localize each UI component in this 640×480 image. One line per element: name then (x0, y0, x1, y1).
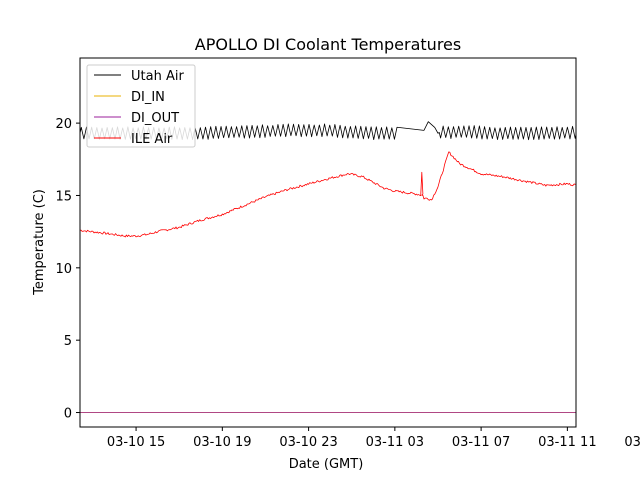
y-axis: 0 5 10 15 20 (55, 117, 80, 422)
chart-title: APOLLO DI Coolant Temperatures (195, 35, 461, 54)
x-tick-label: 03-10 19 (193, 435, 251, 450)
y-axis-label: Temperature (C) (32, 189, 47, 296)
x-axis: 03-10 15 03-10 19 03-10 23 03-11 03 03-11 07… (107, 427, 640, 450)
x-axis-label: Date (GMT) (289, 457, 364, 472)
x-tick-label: 03-11 03 (366, 435, 424, 450)
y-tick-label: 0 (64, 407, 72, 422)
legend-label-di-in: DI_IN (131, 90, 165, 105)
y-tick-label: 20 (55, 117, 72, 132)
series-layer (80, 121, 576, 413)
x-tick-label: 03-11 11 (538, 435, 596, 450)
x-tick-label: 03-11 15 (624, 435, 640, 450)
series-line-utah-air (80, 121, 576, 141)
legend-label-di-out: DI_OUT (131, 111, 179, 126)
x-tick-label: 03-10 15 (107, 435, 165, 450)
x-tick-label: 03-11 07 (452, 435, 510, 450)
series-line-ile-air (80, 151, 576, 238)
x-tick-label: 03-10 23 (279, 435, 337, 450)
legend-label-utah-air: Utah Air (131, 69, 184, 84)
y-tick-label: 10 (55, 262, 72, 277)
legend-label-ile-air: ILE Air (131, 132, 173, 147)
plot-frame (79, 57, 577, 428)
y-tick-label: 15 (55, 189, 72, 204)
y-tick-label: 5 (64, 334, 72, 349)
legend-box (86, 64, 196, 148)
legend: Utah Air DI_IN DI_OUT ILE Air (86, 64, 196, 148)
